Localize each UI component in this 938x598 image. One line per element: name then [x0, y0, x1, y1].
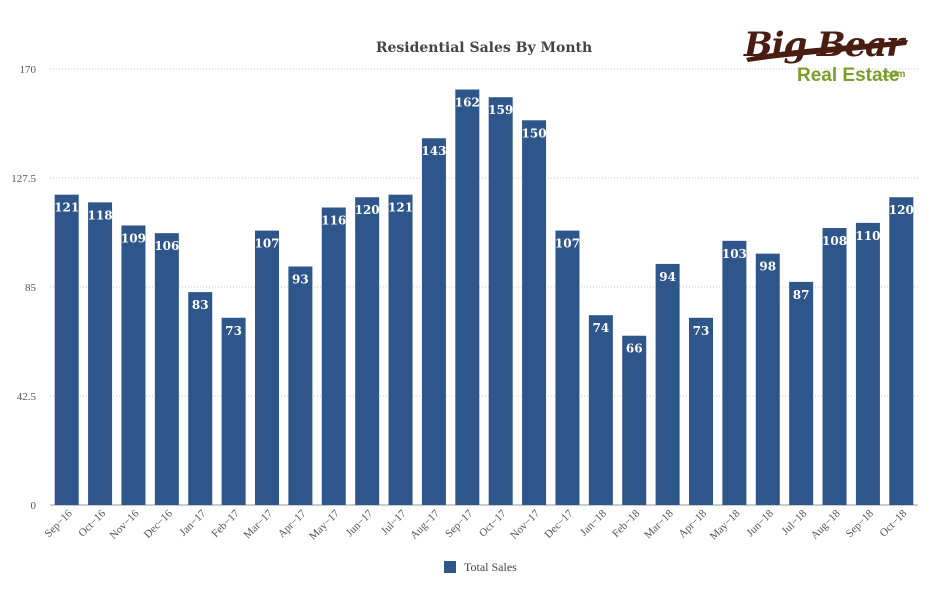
data-labels: 121 118 109 106 83 73 107 93 116 120 121 143 162 159 1…	[54, 96, 914, 356]
data-label: 106	[154, 239, 179, 253]
x-tick-label: Jul−18	[780, 507, 810, 537]
y-axis: 0 42.5 85 127.5 170	[11, 64, 36, 512]
x-tick-label: Jun−17	[344, 507, 376, 539]
logo-text: Big Bear	[743, 25, 906, 65]
data-label: 109	[121, 231, 146, 245]
data-label: 103	[722, 247, 747, 261]
x-axis: Sep−16 Oct−16 Nov−16 Dec−16 Jan−17 Feb−17 Mar−…	[42, 507, 909, 542]
y-tick-label: 127.5	[11, 173, 36, 185]
x-tick-label: Sep−17	[443, 507, 476, 540]
x-tick-label: Feb−17	[209, 507, 242, 540]
x-tick-label: Aug−17	[408, 507, 442, 541]
x-tick-label: Feb−18	[610, 507, 643, 540]
bar	[188, 292, 213, 505]
data-label: 74	[592, 321, 609, 335]
bar	[488, 97, 513, 505]
bar	[622, 335, 647, 505]
data-label: 107	[555, 237, 580, 251]
x-tick-label: Jun−18	[744, 507, 776, 539]
bar	[221, 317, 246, 505]
bar	[789, 281, 814, 505]
bar	[755, 253, 780, 505]
y-tick-label: 0	[31, 500, 37, 512]
x-tick-label: Dec−17	[542, 507, 576, 541]
data-label: 87	[793, 288, 810, 302]
bar	[54, 194, 79, 505]
bar	[588, 315, 613, 505]
x-tick-label: Apr−18	[676, 507, 709, 540]
data-label: 159	[488, 103, 513, 117]
x-tick-label: Mar−17	[242, 507, 276, 541]
bar	[255, 230, 279, 505]
data-label: 121	[388, 201, 413, 215]
data-label: 162	[455, 96, 480, 110]
x-tick-label: Jan−17	[177, 507, 208, 538]
bar	[121, 225, 146, 505]
y-tick-label: 170	[20, 64, 37, 76]
y-tick-label: 85	[25, 282, 37, 294]
x-tick-label: Aug−18	[809, 507, 843, 541]
logo: Big Bear Real Estate .com	[743, 25, 908, 86]
data-label: 121	[54, 201, 79, 215]
bar	[522, 120, 547, 505]
data-label: 93	[292, 272, 309, 286]
x-tick-label: Mar−18	[642, 507, 676, 541]
data-label: 98	[759, 260, 776, 274]
bar	[455, 89, 480, 506]
bar	[655, 263, 680, 505]
data-label: 120	[355, 203, 380, 217]
bar	[288, 266, 313, 505]
bar	[321, 207, 346, 505]
data-label: 108	[822, 234, 847, 248]
x-tick-label: Oct−18	[878, 507, 910, 539]
x-tick-label: Sep−18	[844, 507, 877, 540]
x-tick-label: Dec−16	[142, 507, 176, 541]
bar	[889, 197, 914, 505]
x-tick-label: Oct−16	[76, 507, 108, 539]
x-tick-label: Jul−17	[379, 507, 409, 537]
bar	[154, 233, 179, 505]
bar	[388, 194, 413, 505]
y-tick-label: 42.5	[17, 391, 37, 403]
data-label: 83	[192, 298, 209, 312]
legend: Total Sales	[444, 560, 517, 574]
data-label: 107	[254, 237, 279, 251]
legend-swatch	[444, 561, 456, 573]
bar	[722, 240, 747, 505]
bar	[88, 202, 113, 506]
x-tick-label: Apr−17	[276, 507, 309, 540]
bars	[54, 89, 914, 506]
bar	[555, 230, 580, 505]
data-label: 150	[522, 126, 547, 140]
bar	[421, 138, 446, 505]
bar	[689, 317, 713, 505]
data-label: 110	[855, 229, 880, 243]
chart-title: Residential Sales By Month	[376, 40, 592, 56]
data-label: 118	[88, 208, 113, 222]
grid	[50, 68, 918, 506]
data-label: 94	[659, 270, 676, 284]
logo-swoosh	[746, 40, 908, 62]
logo-suffix: .com	[882, 69, 905, 80]
legend-label: Total Sales	[464, 560, 517, 574]
x-tick-label: May−18	[708, 507, 743, 542]
x-tick-label: Sep−16	[42, 507, 75, 540]
logo-subtext: Real Estate	[797, 65, 899, 86]
data-label: 73	[225, 324, 242, 338]
x-tick-label: Oct−17	[477, 507, 509, 539]
x-tick-label: Nov−16	[108, 507, 142, 541]
data-label: 73	[693, 324, 710, 338]
bar	[355, 197, 380, 505]
bar	[822, 228, 847, 505]
data-label: 66	[626, 342, 643, 356]
x-tick-label: May−17	[307, 507, 342, 542]
data-label: 143	[421, 144, 446, 158]
x-tick-label: Nov−17	[508, 507, 542, 541]
data-label: 116	[321, 213, 346, 227]
x-tick-label: Jan−18	[578, 507, 609, 538]
bar	[855, 222, 880, 505]
data-label: 120	[889, 203, 914, 217]
